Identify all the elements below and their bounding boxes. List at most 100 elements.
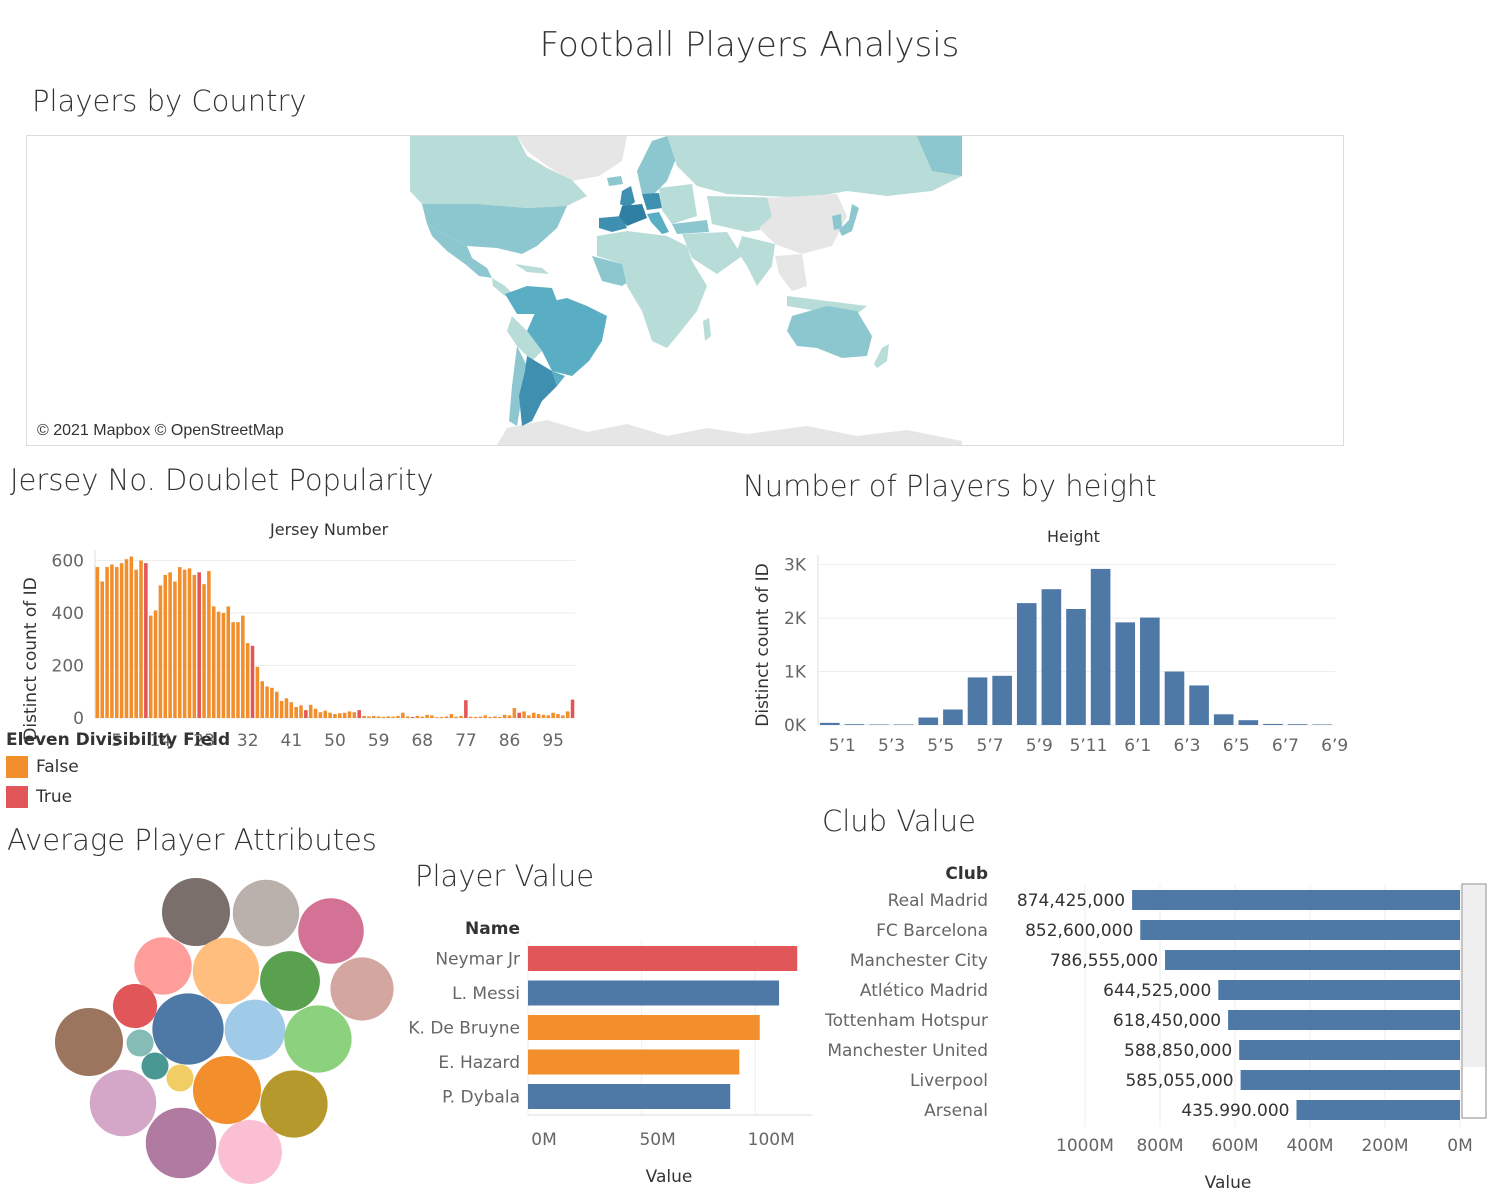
map-region-uk	[620, 186, 635, 208]
jersey-bar-79	[473, 716, 478, 718]
height-bar-19	[1287, 724, 1308, 725]
attribute-bubble-15	[192, 1055, 262, 1125]
map-region-india	[737, 236, 775, 286]
jersey-bar-64	[401, 712, 405, 718]
jersey-bar-38	[274, 691, 279, 718]
player-axis-title: Name	[465, 919, 520, 939]
jersey-bar-44	[304, 710, 308, 718]
map-region-france	[619, 204, 647, 226]
attribute-bubble-0	[161, 877, 231, 947]
jersey-bar-72	[439, 716, 444, 718]
club-x-title: Value	[1205, 1173, 1252, 1193]
attribute-bubble-2	[298, 898, 364, 964]
attribute-bubble-10	[284, 1005, 352, 1073]
jersey-bar-90	[527, 715, 531, 718]
jersey-bar-48	[323, 710, 328, 718]
jersey-bar-75	[454, 716, 458, 718]
attribute-bubble-16	[89, 1069, 157, 1137]
height-x-tick: 5’7	[977, 736, 1004, 756]
jersey-bar-43	[299, 705, 303, 718]
jersey-bar-29	[231, 622, 235, 718]
map-region-new-zealand	[874, 344, 889, 368]
map-region-germany	[642, 193, 662, 210]
club-value-section-title: Club Value	[822, 804, 976, 838]
club-bar-7	[1296, 1100, 1460, 1120]
player-value-section-title: Player Value	[415, 859, 595, 893]
club-label: Liverpool	[910, 1071, 988, 1091]
height-y-tick: 3K	[784, 556, 807, 576]
jersey-bar-49	[328, 712, 332, 718]
jersey-bar-11	[144, 563, 148, 718]
attribute-bubble-1	[232, 879, 300, 947]
height-bar-16	[1213, 714, 1234, 725]
jersey-bar-8	[129, 556, 134, 718]
height-bar-0	[820, 722, 840, 725]
map-region-middle-east	[682, 232, 742, 274]
jersey-bar-69	[425, 714, 429, 718]
jersey-bar-32	[245, 643, 250, 718]
legend-item-false[interactable]: False	[6, 756, 230, 778]
jersey-x-tick: 77	[455, 731, 477, 751]
player-bar-0	[528, 946, 798, 971]
player-label: K. De Bruyne	[408, 1019, 520, 1039]
attribute-bubble-12	[126, 1029, 154, 1057]
height-y-title: Distinct count of ID	[753, 563, 773, 727]
jersey-bar-83	[493, 716, 497, 718]
height-bar-4	[918, 717, 939, 725]
attribute-bubble-6	[330, 957, 394, 1021]
jersey-x-tick: 59	[368, 731, 390, 751]
jersey-bar-93	[541, 714, 546, 718]
jersey-bar-26	[216, 611, 221, 718]
club-bar-4	[1228, 1010, 1460, 1030]
club-label: Manchester United	[827, 1041, 988, 1061]
jersey-bar-61	[386, 716, 391, 718]
height-bar-20	[1312, 724, 1332, 725]
map-region-se-asia	[775, 254, 807, 291]
jersey-bar-85	[502, 714, 507, 718]
height-bar-12	[1115, 622, 1136, 725]
player-bar-3	[528, 1049, 740, 1075]
attribute-bubble-5	[260, 951, 320, 1011]
attribute-bubble-11	[54, 1007, 124, 1077]
jersey-bar-86	[507, 715, 512, 718]
map-region-central-africa	[622, 261, 707, 348]
height-bar-8	[1016, 603, 1037, 725]
jersey-x-tick: 14	[150, 731, 172, 751]
attribute-bubble-7	[112, 983, 158, 1029]
jersey-bar-19	[182, 569, 187, 718]
jersey-x-tick: 32	[237, 731, 259, 751]
map-region-eastern-europe	[659, 184, 697, 224]
height-x-tick: 5’1	[829, 736, 856, 756]
club-axis-title: Club	[945, 864, 988, 884]
club-bar-0	[1132, 890, 1460, 910]
jersey-bar-28	[226, 606, 231, 718]
height-bar-17	[1238, 720, 1259, 725]
height-x-tick: 5’5	[927, 736, 954, 756]
club-value-label: 585,055,000	[1125, 1071, 1233, 1091]
club-x-tick: 200M	[1361, 1136, 1408, 1156]
jersey-bar-45	[308, 704, 313, 718]
jersey-bar-98	[565, 711, 570, 718]
attribute-bubble-13	[141, 1052, 169, 1080]
players-by-country-map[interactable]: © 2021 Mapbox © OpenStreetMap	[26, 135, 1344, 446]
height-y-tick: 1K	[784, 663, 807, 683]
jersey-x-tick: 23	[193, 731, 215, 751]
legend-item-true[interactable]: True	[6, 786, 230, 808]
club-label: FC Barcelona	[876, 921, 988, 941]
jersey-bar-94	[546, 715, 551, 718]
jersey-bar-35	[260, 681, 264, 718]
player-x-tick: 50M	[639, 1130, 675, 1150]
club-label: Arsenal	[924, 1101, 988, 1121]
player-value-chart: Name Neymar Jr L. Messi K. De Bruyne E. Haza…	[408, 919, 812, 1187]
height-x-tick: 6’5	[1223, 736, 1250, 756]
attribute-bubble-3	[134, 937, 192, 995]
jersey-bar-55	[357, 710, 361, 718]
jersey-bar-16	[168, 572, 172, 718]
club-scrollbar-thumb[interactable]	[1463, 885, 1485, 1067]
club-label: Tottenham Hotspur	[824, 1011, 988, 1031]
club-bar-1	[1140, 920, 1460, 940]
jersey-bar-14	[158, 585, 163, 718]
jersey-bar-9	[134, 569, 138, 718]
height-bar-14	[1164, 671, 1185, 725]
legend-label-true: True	[36, 787, 73, 807]
